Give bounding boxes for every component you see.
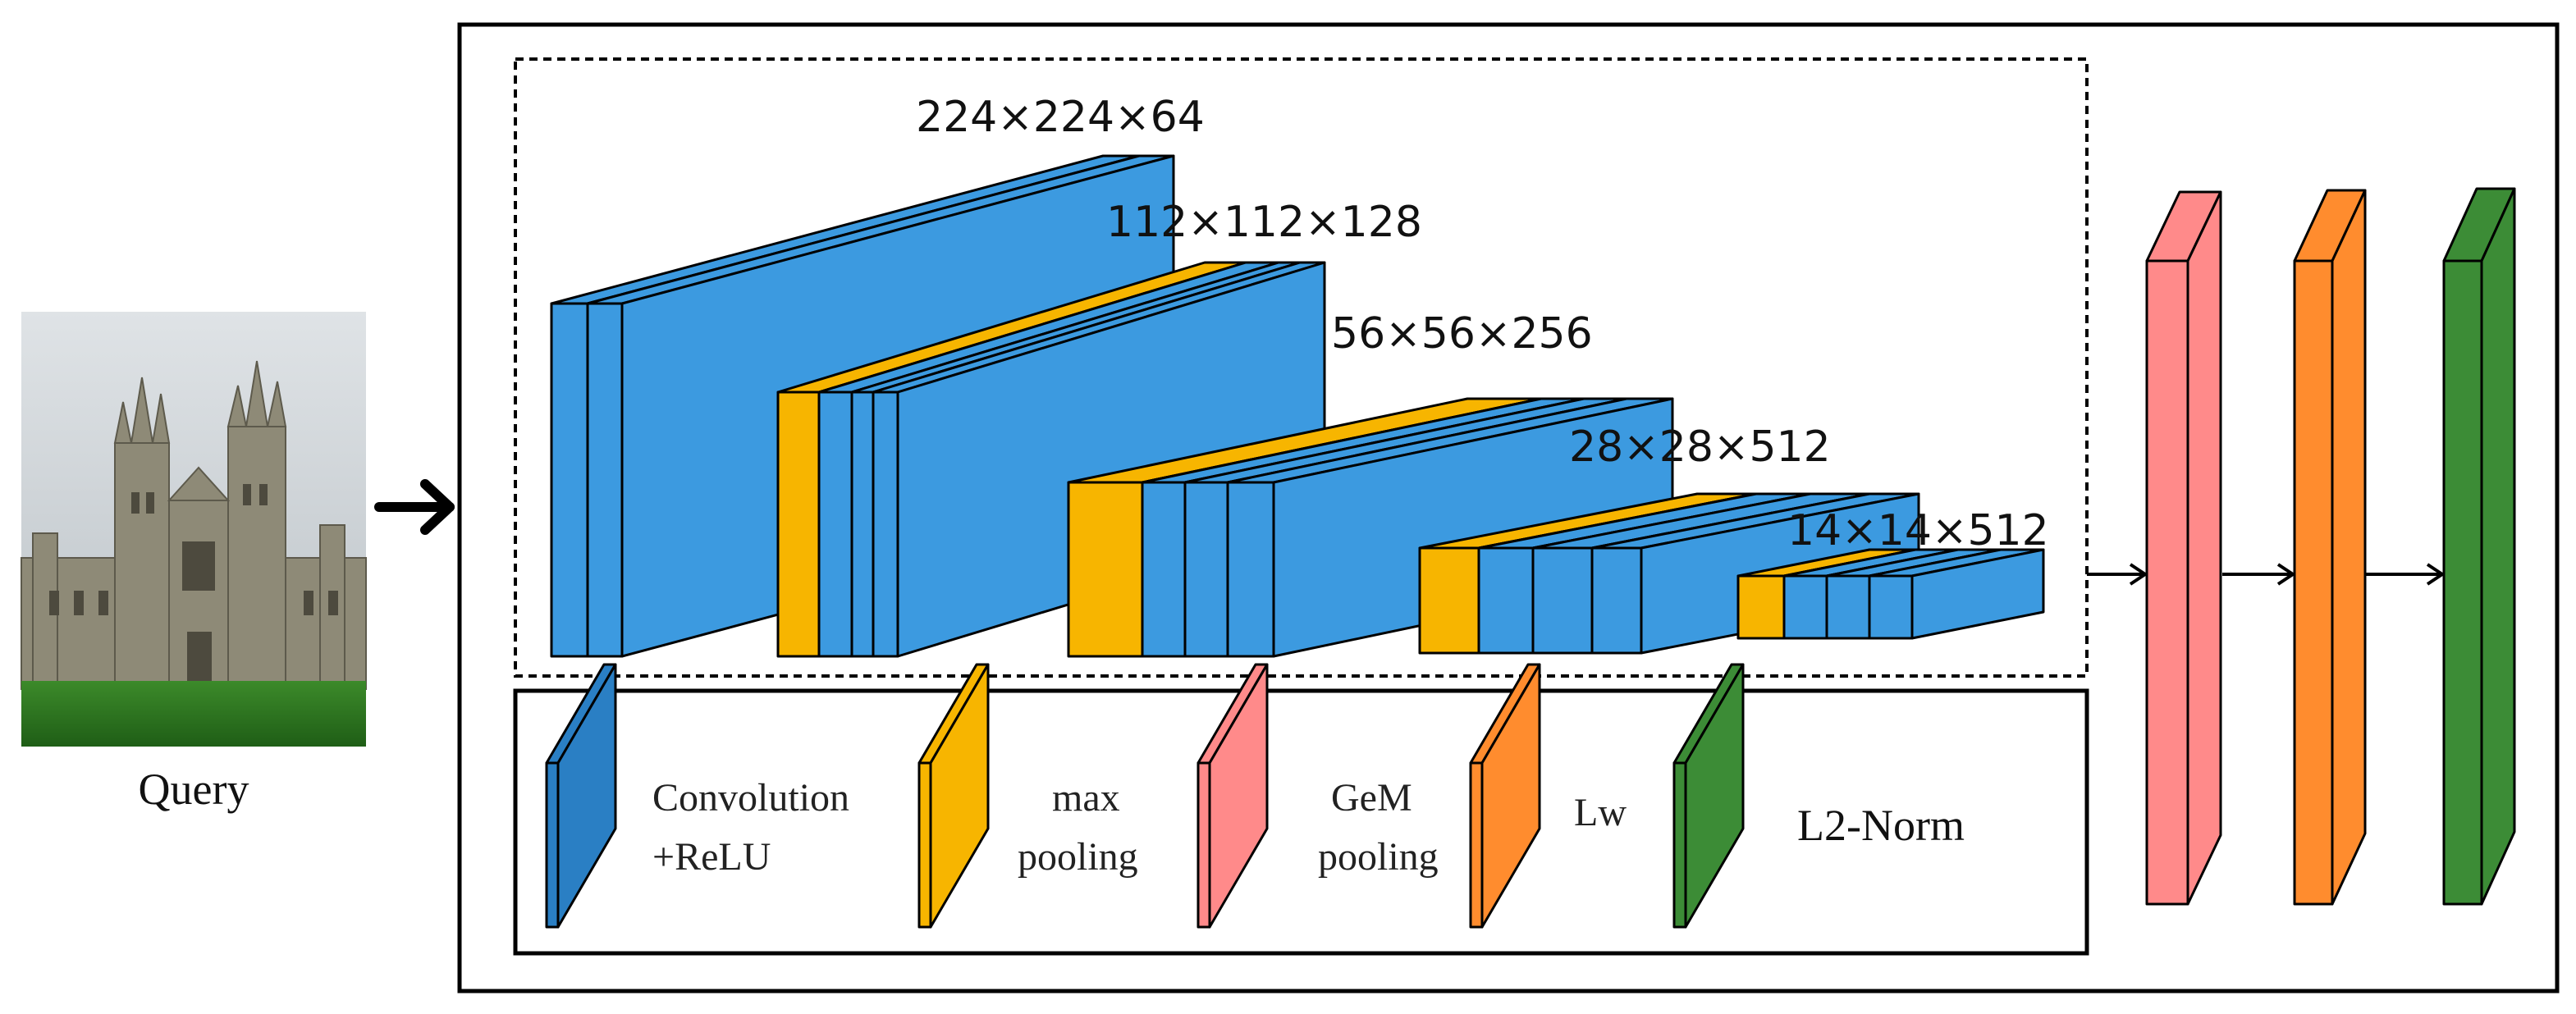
stage-1-conv-layer-1-front <box>550 302 589 658</box>
legend-lw-line1: Lw <box>1574 791 1627 834</box>
l2-norm-block-side <box>2480 187 2516 906</box>
stage-2-conv-layer-3-front <box>850 391 875 658</box>
stage-2-conv-layer-2-front <box>817 391 853 658</box>
legend-box <box>513 688 2089 956</box>
lw-block <box>2293 189 2367 906</box>
query-label: Query <box>139 765 249 814</box>
legend-conv-icon-front <box>545 761 560 929</box>
backbone-blocks <box>550 154 2045 658</box>
head-arrows <box>2087 563 2446 586</box>
stage-1-dims: 224×224×64 <box>916 93 1205 142</box>
legend-l2-line1: L2-Norm <box>1797 801 1965 850</box>
gem-pooling-block-side <box>2186 190 2222 906</box>
stage-2-dims: 112×112×128 <box>1106 198 1422 247</box>
stage-5-conv-layer-2-front <box>1782 574 1828 640</box>
head-blocks <box>2145 187 2516 906</box>
arrow-to-gem <box>2087 563 2148 586</box>
lw-block-side <box>2331 189 2367 906</box>
legend-icons <box>545 663 1745 929</box>
input-arrow <box>374 479 455 535</box>
legend-conv-line1: Convolution <box>652 776 849 820</box>
stage-5-dims: 14×14×512 <box>1787 506 2049 555</box>
stage-2-pool-layer-1-front <box>776 391 821 658</box>
legend-pool-icon <box>917 663 990 929</box>
stage-labels: 224×224×64 112×112×128 56×56×256 28×28×5… <box>916 93 2049 555</box>
lw-block-front <box>2293 259 2334 906</box>
stage-4-dims: 28×28×512 <box>1569 422 1831 472</box>
stage-5-conv-layer-4-front <box>1868 574 1914 640</box>
legend-lw-icon <box>1469 663 1541 929</box>
stage-5-conv-layer-4 <box>1868 548 2045 640</box>
legend-l2-icon-front <box>1672 761 1687 929</box>
legend-lw-icon-front <box>1469 761 1484 929</box>
legend-gem-line1: GeM <box>1331 776 1412 820</box>
legend-pool-line2: pooling <box>1018 835 1138 879</box>
stage-3-conv-layer-4-front <box>1226 481 1275 658</box>
stage-3-dims: 56×56×256 <box>1331 309 1593 359</box>
legend-conv-icon <box>545 663 617 929</box>
l2-norm-block <box>2442 187 2516 906</box>
stage-5-pool-layer-1-front <box>1736 574 1786 640</box>
legend-gem-line2: pooling <box>1318 835 1439 879</box>
legend-gem-icon-front <box>1196 761 1211 929</box>
stage-4-pool-layer-1-front <box>1418 546 1480 655</box>
legend-pool-line1: max <box>1052 776 1120 820</box>
gem-pooling-block <box>2145 190 2222 906</box>
stage-3-conv-layer-3-front <box>1183 481 1229 658</box>
legend-l2-icon <box>1672 663 1745 929</box>
arrow-to-l2 <box>2365 563 2446 586</box>
legend-pool-icon-front <box>917 761 932 929</box>
legend-gem-icon <box>1196 663 1269 929</box>
legend-labels: Convolution +ReLU max pooling GeM poolin… <box>652 776 1965 879</box>
stage-1-conv-layer-2-front <box>586 302 624 658</box>
stage-2-conv-layer-4-front <box>872 391 899 658</box>
stage-5-conv-layer-3-front <box>1825 574 1871 640</box>
stage-3-conv-layer-2-front <box>1141 481 1187 658</box>
stage-4-conv-layer-3-front <box>1531 546 1594 655</box>
stage-4-conv-layer-2-front <box>1477 546 1535 655</box>
query-image <box>21 312 367 747</box>
backbone-box <box>514 57 2089 678</box>
stage-4-conv-layer-4-front <box>1590 546 1643 655</box>
arrow-to-lw <box>2222 563 2296 586</box>
stage-3-pool-layer-1-front <box>1067 481 1144 658</box>
outer-frame <box>457 22 2560 993</box>
l2-norm-block-front <box>2442 259 2483 906</box>
gem-pooling-block-front <box>2145 259 2189 906</box>
legend-conv-line2: +ReLU <box>652 835 771 879</box>
